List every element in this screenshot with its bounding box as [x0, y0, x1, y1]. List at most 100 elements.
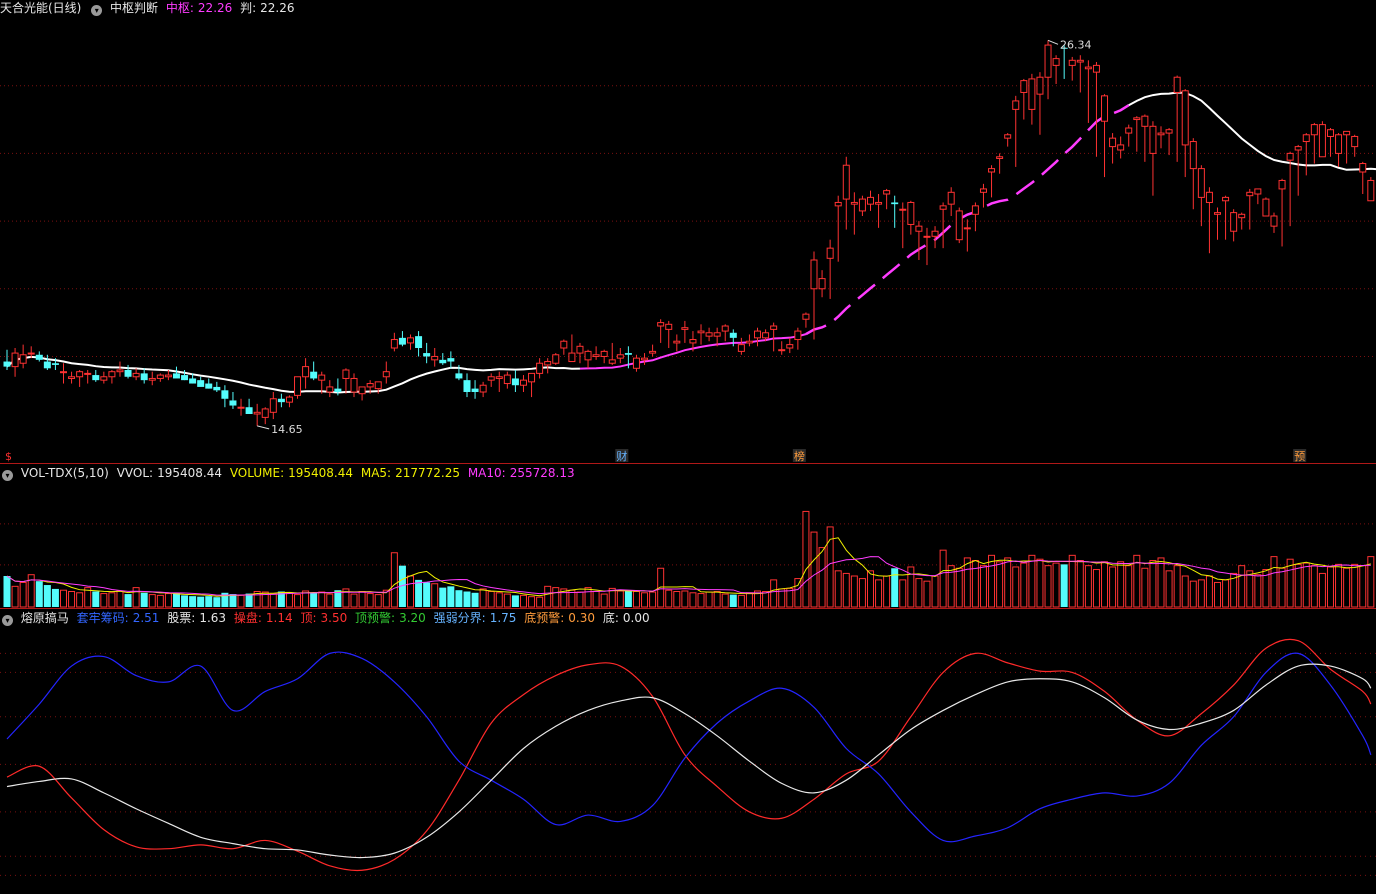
- volume-bar-up: [1310, 565, 1318, 608]
- candle-body-up: [108, 371, 116, 378]
- oscillator-name[interactable]: 熔原搞马: [20, 611, 69, 625]
- volume-bar-down: [1060, 564, 1068, 607]
- candle-body-down: [415, 336, 423, 348]
- candle-body-up: [649, 350, 657, 354]
- volume-bar-up: [1036, 558, 1044, 608]
- candle-body-up: [899, 208, 907, 211]
- hub-key: 中枢:: [165, 1, 194, 15]
- indicator-settings-icon[interactable]: ▾: [91, 5, 103, 16]
- volume-bar-up: [1302, 562, 1310, 608]
- volume-bar-up: [1326, 566, 1334, 608]
- candle-body-up: [641, 357, 649, 361]
- bottom-value: 0.00: [622, 611, 650, 625]
- candle-body-up: [1084, 66, 1092, 70]
- volume-bar-up: [592, 591, 600, 608]
- volume-bar-down: [511, 595, 519, 607]
- volume-bar-up: [495, 592, 503, 608]
- candle-body-up: [1020, 80, 1028, 93]
- volume-bar-up: [76, 592, 84, 608]
- candle-body-down: [423, 353, 431, 357]
- candle-body-up: [842, 164, 850, 200]
- volume-bar-up: [132, 587, 140, 608]
- candle-body-down: [729, 332, 737, 338]
- volume-bar-up: [27, 574, 35, 608]
- candle-body-up: [68, 376, 76, 379]
- candle-body-up: [1052, 58, 1060, 66]
- candle-body-up: [285, 396, 293, 403]
- volume-bar-up: [1286, 558, 1294, 608]
- volume-bar-up: [1181, 575, 1189, 608]
- candle-body-up: [866, 196, 874, 205]
- indicator-name[interactable]: 中枢判断: [110, 1, 159, 15]
- volume-bar-down: [447, 586, 455, 607]
- hub-line-white: [1128, 91, 1376, 171]
- candle-body-up: [1109, 137, 1117, 148]
- candle-body-up: [697, 330, 705, 334]
- volume-bar-up: [1044, 565, 1052, 608]
- bottom-key: 底:: [602, 611, 619, 625]
- candle-body-up: [294, 376, 302, 396]
- volume-bar-up: [253, 591, 261, 608]
- candle-body-up: [794, 330, 802, 341]
- volume-bar-up: [1222, 579, 1230, 608]
- candle-body-up: [826, 247, 834, 259]
- candle-body-down: [471, 388, 479, 392]
- low-label: 14.65: [271, 423, 303, 436]
- volume-bar-up: [899, 579, 907, 608]
- volume-bar-up: [1230, 572, 1238, 608]
- candle-body-up: [1278, 179, 1286, 190]
- candle-body-up: [1133, 117, 1141, 121]
- candle-body-up: [802, 313, 810, 320]
- top-key: 顶:: [300, 611, 317, 625]
- candle-body-up: [834, 201, 842, 207]
- candle-body-up: [253, 411, 261, 415]
- volume-bar-up: [697, 593, 705, 608]
- candle-body-up: [1222, 196, 1230, 202]
- candle-body-up: [552, 354, 560, 364]
- volume-key: VOLUME:: [229, 466, 285, 480]
- candle-body-up: [979, 188, 987, 193]
- volume-bar-up: [1028, 554, 1036, 608]
- volume-bar-up: [923, 580, 931, 608]
- candle-body-up: [100, 376, 108, 381]
- candle-body-up: [1270, 215, 1278, 227]
- volume-bar-up: [148, 594, 156, 608]
- volume-bar-up: [770, 579, 778, 608]
- volume-bar-up: [1149, 560, 1157, 608]
- volume-bar-up: [1189, 580, 1197, 608]
- candle-body-up: [971, 205, 979, 215]
- volume-bar-down: [213, 597, 221, 607]
- volume-bar-up: [358, 591, 366, 608]
- candle-body-up: [1068, 59, 1076, 66]
- volume-indicator-name[interactable]: VOL-TDX(5,10): [20, 466, 109, 480]
- candle-body-down: [213, 386, 221, 391]
- candle-body-up: [342, 369, 350, 379]
- candle-body-up: [1189, 141, 1197, 170]
- candle-body-up: [148, 377, 156, 381]
- volume-settings-icon[interactable]: ▾: [2, 470, 13, 481]
- candle-body-up: [883, 190, 891, 195]
- hub-line-magenta: [805, 104, 1130, 336]
- volume-bar-up: [1076, 560, 1084, 608]
- volume-bar-up: [1004, 557, 1012, 608]
- volume-bar-up: [996, 561, 1004, 608]
- volume-bar-up: [721, 593, 729, 608]
- volume-bar-down: [140, 592, 148, 607]
- candle-body-up: [407, 337, 414, 344]
- candle-body-down: [455, 373, 463, 379]
- volume-bar-down: [310, 592, 318, 607]
- volume-bar-up: [108, 592, 116, 608]
- candle-body-up: [568, 352, 576, 363]
- volume-bar-up: [649, 591, 657, 608]
- candle-body-down: [51, 363, 59, 365]
- volume-bar-up: [1101, 561, 1109, 608]
- candle-body-up: [164, 374, 172, 378]
- stock-key: 股票:: [167, 611, 196, 625]
- volume-bar-up: [1359, 565, 1367, 608]
- top-warning-key: 顶预警:: [355, 611, 396, 625]
- volume-bar-up: [1133, 554, 1141, 608]
- oscillator-settings-icon[interactable]: ▾: [2, 615, 13, 626]
- candle-body-up: [1367, 179, 1375, 202]
